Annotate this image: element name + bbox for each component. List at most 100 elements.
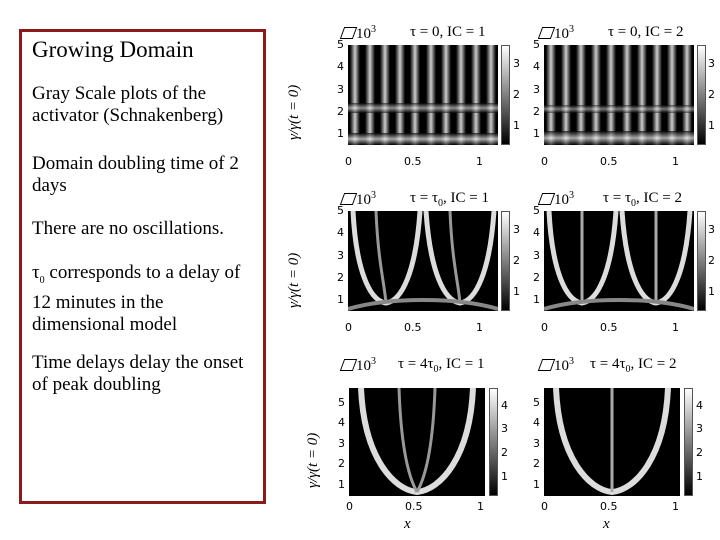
panel4-cbar-tick: 1 [708,285,715,298]
panel4-xtick: 0.5 [600,321,618,334]
panel3-ytick: 2 [337,271,344,284]
panel6-xtick: 0.5 [600,500,618,513]
panel1-ytick: 2 [337,105,344,118]
panel6-cbar-tick: 3 [696,422,703,435]
panel1-title: τ = 0, IC = 1 [410,24,486,40]
panel6-cbar-tick: 4 [696,399,703,412]
panel3-heatmap [348,211,498,311]
panel3-xtick: 0.5 [404,321,422,334]
panel6-ytick: 3 [533,437,540,450]
panel4-ytick: 2 [533,271,540,284]
panel4-cbar-tick: 3 [708,223,715,236]
panel1-ytick: 1 [337,127,344,140]
panel4-ytick: 3 [533,249,540,262]
x-axis-label-left: x [404,516,411,532]
panel3-colorbar [501,211,510,311]
panel2-ytick: 3 [533,83,540,96]
panel5-cbar-tick: 3 [501,422,508,435]
panel5-ytick: 3 [338,437,345,450]
panel3-ytick: 4 [337,226,344,239]
panel1-ytick: 3 [337,83,344,96]
panel5-scale: 103 [339,356,376,375]
panel1-cbar-tick: 3 [513,57,520,70]
panel3-title: τ = τ0, IC = 1 [410,190,489,209]
panel5-ytick: 5 [338,396,345,409]
panel5-cbar-tick: 4 [501,399,508,412]
panel2-band [544,131,694,145]
panel3-curves-svg [348,211,498,311]
panel3-ytick: 3 [337,249,344,262]
panel3-ytick: 1 [337,293,344,306]
panel2-cbar-tick: 2 [708,88,715,101]
panel1-xtick: 0.5 [404,155,422,168]
panel3-cbar-tick: 1 [513,285,520,298]
scale-icon [537,359,556,371]
panel6-peak-curves [553,388,671,496]
panel5-curves-svg [358,388,476,496]
panel1-band [348,103,498,113]
panel2-ytick: 1 [533,127,540,140]
panel2-ytick: 4 [533,60,540,73]
y-axis-label-row3: γ/γ(t = 0) [305,432,321,488]
panel3-scale: 103 [339,190,376,209]
panel5-title: τ = 4τ0, IC = 1 [398,356,485,375]
panel4-cbar-tick: 2 [708,254,715,267]
panel1-colorbar [501,45,510,145]
slide-title: Growing Domain [32,37,194,62]
y-axis-label-row2: γ/γ(t = 0) [286,252,302,308]
panel6-colorbar [684,388,693,496]
panel2-xtick: 0 [541,155,548,168]
panel4-heatmap [544,211,694,311]
panel5-cbar-tick: 1 [501,470,508,483]
paragraph-tau0: τ0 corresponds to a delay of 12 minutes … [32,262,241,335]
panel2-xtick: 0.5 [600,155,618,168]
panel4-scale: 103 [537,190,574,209]
panel6-cbar-tick: 2 [696,446,703,459]
scale-icon [537,27,556,39]
panel3-cbar-tick: 3 [513,223,520,236]
panel6-curves-svg [553,388,671,496]
panel5-colorbar [489,388,498,496]
panel3-ytick: 5 [337,204,344,217]
panel5-ytick: 2 [338,457,345,470]
y-axis-label-row1: γ/γ(t = 0) [286,84,302,140]
scale-icon [339,359,358,371]
panel2-band [544,105,694,113]
panel2-ytick: 5 [533,38,540,51]
paragraph-grayscale: Gray Scale plots of the activator (Schna… [32,83,224,126]
panel3-cbar-tick: 2 [513,254,520,267]
panel2-title: τ = 0, IC = 2 [608,24,684,40]
panel1-ytick: 5 [337,38,344,51]
panel4-ytick: 5 [533,204,540,217]
text-box-border [19,29,266,504]
panel4-title: τ = τ0, IC = 2 [603,190,682,209]
panel5-cbar-tick: 2 [501,446,508,459]
scale-icon [537,193,556,205]
panel3-xtick: 0 [345,321,352,334]
paragraph-time-delays: Time delays delay the onset of peak doub… [32,352,244,395]
panel6-ytick: 4 [533,416,540,429]
panel2-vertical-stripes [546,45,692,145]
panel6-xtick: 1 [672,500,679,513]
panel2-colorbar [697,45,706,145]
panel2-cbar-tick: 1 [708,119,715,132]
panel6-heatmap [544,388,680,496]
panel1-stripes-svg [348,45,498,145]
panel6-ytick: 5 [533,396,540,409]
panel1-heatmap [348,45,498,145]
panel4-ytick: 4 [533,226,540,239]
panel6-xtick: 0 [541,500,548,513]
panel5-heatmap [349,388,485,496]
panel5-xtick: 0 [346,500,353,513]
panel2-cbar-tick: 3 [708,57,715,70]
panel2-scale: 103 [537,24,574,43]
panel1-cbar-tick: 2 [513,88,520,101]
panel5-xtick: 1 [477,500,484,513]
panel3-peak-curves [348,211,498,311]
x-axis-label-right: x [603,516,610,532]
panel3-xtick: 1 [476,321,483,334]
panel6-ytick: 2 [533,457,540,470]
panel5-ytick: 4 [338,416,345,429]
panel2-stripes-svg [544,45,694,145]
paragraph-oscillations: There are no oscillations. [32,218,225,239]
